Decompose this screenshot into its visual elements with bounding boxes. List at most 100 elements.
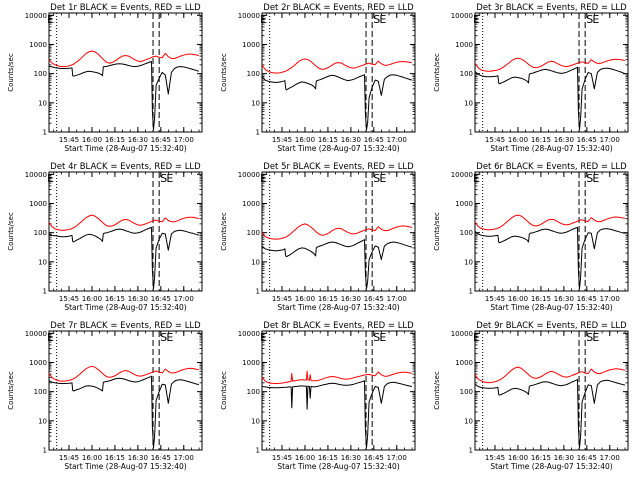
y-tick-label: 1000 <box>29 41 47 49</box>
detector-panel: Det 5r BLACK = Events, RED = LLD 1 10 100 10… <box>220 162 416 312</box>
y-tick-label: 10000 <box>25 171 47 179</box>
events-series-line <box>474 66 626 131</box>
x-tick-label: 16:45 <box>151 454 171 462</box>
y-tick-label: 10000 <box>238 171 260 179</box>
lld-series-line <box>261 58 412 74</box>
x-tick-label: 16:00 <box>508 136 528 144</box>
events-series-line <box>261 380 412 449</box>
y-tick-label: 1000 <box>455 41 473 49</box>
x-tick-label: 16:00 <box>295 454 315 462</box>
y-axis-label: Counts/sec <box>220 212 228 251</box>
y-tick-label: 10 <box>38 417 47 425</box>
y-axis-label: Counts/sec <box>7 53 15 92</box>
x-tick-label: 16:15 <box>318 295 338 303</box>
detector-panel: Det 9r BLACK = Events, RED = LLD 1 10 100 10… <box>433 321 629 471</box>
x-tick-label: 16:45 <box>577 136 597 144</box>
x-tick-label: 16:30 <box>554 136 574 144</box>
events-series-line <box>474 379 626 449</box>
y-tick-label: 10000 <box>25 330 47 338</box>
x-tick-label: 15:45 <box>485 136 505 144</box>
lld-series-line <box>474 57 626 72</box>
event-marker-s: S <box>586 13 593 26</box>
panel-title: Det 1r BLACK = Events, RED = LLD <box>50 3 201 13</box>
x-tick-label: 16:30 <box>128 454 148 462</box>
panel-title: Det 5r BLACK = Events, RED = LLD <box>263 162 414 172</box>
panel-title: Det 6r BLACK = Events, RED = LLD <box>476 162 627 172</box>
x-tick-label: 16:30 <box>128 136 148 144</box>
lld-series-line <box>48 214 200 231</box>
x-tick-label: 16:45 <box>151 295 171 303</box>
plot-frame <box>474 12 629 133</box>
y-tick-label: 10000 <box>451 12 473 20</box>
x-tick-label: 15:45 <box>272 136 292 144</box>
event-marker-e: E <box>379 13 386 26</box>
event-marker-e: E <box>166 331 173 344</box>
x-tick-label: 15:45 <box>59 454 79 462</box>
detector-panel: Det 4r BLACK = Events, RED = LLD 1 10 100 10… <box>7 162 203 312</box>
x-tick-label: 16:15 <box>531 295 551 303</box>
event-marker-e: E <box>379 331 386 344</box>
event-marker-e: E <box>47 172 54 185</box>
x-tick-label: 16:00 <box>508 295 528 303</box>
x-axis-label: Start Time (28-Aug-07 15:32:40) <box>277 462 399 471</box>
events-series-line <box>48 227 200 290</box>
lld-series-line <box>261 370 412 384</box>
x-tick-label: 15:45 <box>272 295 292 303</box>
detector-panel: Det 1r BLACK = Events, RED = LLD 1 10 100 10… <box>7 3 203 153</box>
x-axis-label: Start Time (28-Aug-07 15:32:40) <box>490 462 612 471</box>
lld-series-line <box>48 365 200 382</box>
panel-title: Det 4r BLACK = Events, RED = LLD <box>50 162 201 172</box>
x-tick-label: 16:45 <box>364 136 384 144</box>
x-axis-label: Start Time (28-Aug-07 15:32:40) <box>64 303 186 312</box>
x-axis-label: Start Time (28-Aug-07 15:32:40) <box>277 144 399 153</box>
detector-panel: Det 7r BLACK = Events, RED = LLD 1 10 100 10… <box>7 321 203 471</box>
x-tick-label: 16:15 <box>318 136 338 144</box>
x-tick-label: 16:15 <box>105 136 125 144</box>
x-tick-label: 16:30 <box>554 295 574 303</box>
events-series-line <box>48 375 200 449</box>
x-tick-label: 16:00 <box>82 295 102 303</box>
x-tick-label: 17:00 <box>600 136 620 144</box>
x-axis-label: Start Time (28-Aug-07 15:32:40) <box>64 144 186 153</box>
y-tick-label: 100 <box>460 388 473 396</box>
x-tick-label: 15:45 <box>485 295 505 303</box>
detector-panel: Det 8r BLACK = Events, RED = LLD 1 10 100 10… <box>220 321 416 471</box>
plot-frame <box>48 330 203 451</box>
event-marker-e: E <box>47 13 54 26</box>
panel-title: Det 9r BLACK = Events, RED = LLD <box>476 321 627 331</box>
plot-frame <box>261 171 416 292</box>
y-tick-label: 100 <box>34 70 47 78</box>
plot-frame <box>474 330 629 451</box>
plot-frame <box>48 12 203 133</box>
event-marker-e: E <box>473 331 480 344</box>
event-marker-s: S <box>373 331 380 344</box>
y-axis-label: Counts/sec <box>433 53 441 92</box>
x-tick-label: 16:15 <box>105 295 125 303</box>
y-tick-label: 10 <box>38 258 47 266</box>
x-tick-label: 17:00 <box>600 454 620 462</box>
y-tick-label: 10 <box>38 99 47 107</box>
panel-title: Det 7r BLACK = Events, RED = LLD <box>50 321 201 331</box>
y-tick-label: 10 <box>464 99 473 107</box>
x-tick-label: 17:00 <box>174 136 194 144</box>
event-marker-e: E <box>473 13 480 26</box>
x-tick-label: 16:30 <box>341 136 361 144</box>
y-tick-label: 10 <box>251 99 260 107</box>
x-tick-label: 16:30 <box>341 295 361 303</box>
x-tick-label: 16:45 <box>577 295 597 303</box>
y-tick-label: 10000 <box>451 330 473 338</box>
y-axis-label: Counts/sec <box>433 212 441 251</box>
event-marker-e: E <box>260 172 267 185</box>
y-axis-label: Counts/sec <box>220 53 228 92</box>
y-tick-label: 100 <box>247 388 260 396</box>
y-tick-label: 10 <box>251 258 260 266</box>
y-tick-label: 1000 <box>242 359 260 367</box>
y-tick-label: 10000 <box>238 330 260 338</box>
y-tick-label: 1 <box>256 288 260 296</box>
x-tick-label: 17:00 <box>600 295 620 303</box>
y-tick-label: 1 <box>43 447 47 455</box>
x-tick-label: 16:15 <box>531 136 551 144</box>
x-tick-label: 15:45 <box>59 136 79 144</box>
y-tick-label: 1 <box>256 129 260 137</box>
y-tick-label: 100 <box>247 70 260 78</box>
